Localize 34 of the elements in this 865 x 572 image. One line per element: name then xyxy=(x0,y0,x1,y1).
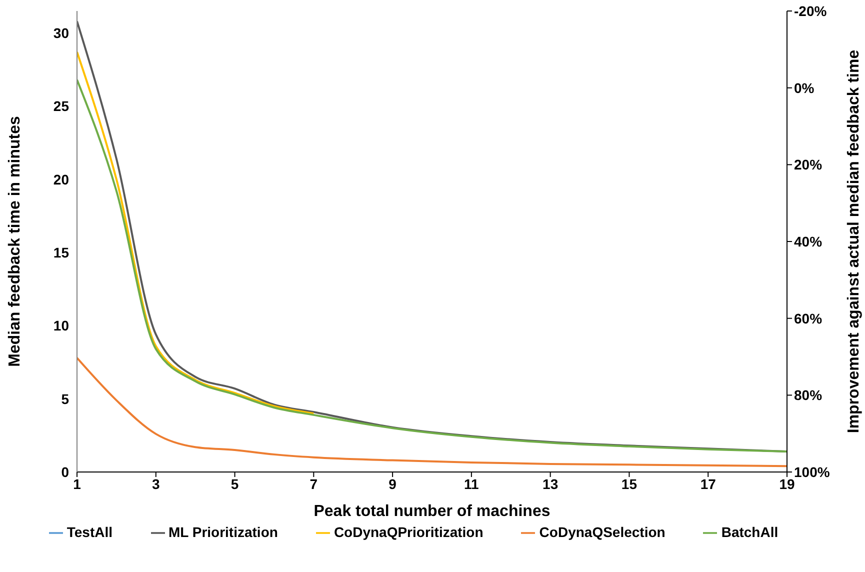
y2-tick-label: 40% xyxy=(794,233,823,250)
x-tick-label: 17 xyxy=(700,476,716,492)
x-tick-label: 3 xyxy=(152,476,160,492)
x-tick-label: 1 xyxy=(73,476,82,492)
y-tick-label: 30 xyxy=(53,24,70,41)
y-tick-label: 0 xyxy=(61,464,70,480)
y-tick-label: 20 xyxy=(53,171,70,188)
y2-tick-label: 100% xyxy=(794,464,830,480)
legend-label: CoDynaQPrioritization xyxy=(334,524,484,540)
y2-tick-label: -20% xyxy=(794,2,828,19)
x-tick-label: 11 xyxy=(464,476,480,492)
legend-label: ML Prioritization xyxy=(168,524,278,540)
x-tick-label: 15 xyxy=(621,476,638,492)
x-tick-label: 9 xyxy=(388,476,397,492)
y-tick-label: 15 xyxy=(53,244,70,260)
y2-tick-label: 60% xyxy=(794,310,823,326)
x-tick-label: 7 xyxy=(310,476,318,492)
x-axis-title: Peak total number of machines xyxy=(314,503,550,520)
legend-label: TestAll xyxy=(66,524,113,540)
line-series xyxy=(77,50,315,414)
y-axis-title: Median feedback time in minutes xyxy=(6,116,24,367)
legend-label: BatchAll xyxy=(721,524,778,540)
x-tick-label: 5 xyxy=(230,476,239,492)
x-tick-label: 19 xyxy=(779,476,795,492)
x-tick-label: 13 xyxy=(542,476,558,492)
y2-axis-title: Improvement against actual median feedback time xyxy=(846,50,863,434)
y-tick-label: 25 xyxy=(53,98,70,114)
y2-tick-label: 0% xyxy=(794,80,815,96)
legend-label: CoDynaQSelection xyxy=(539,524,666,540)
y2-tick-label: 80% xyxy=(794,387,823,404)
line-series xyxy=(77,356,787,468)
y-tick-label: 10 xyxy=(53,318,70,334)
y-tick-label: 5 xyxy=(61,390,70,407)
y2-tick-label: 20% xyxy=(794,156,823,173)
